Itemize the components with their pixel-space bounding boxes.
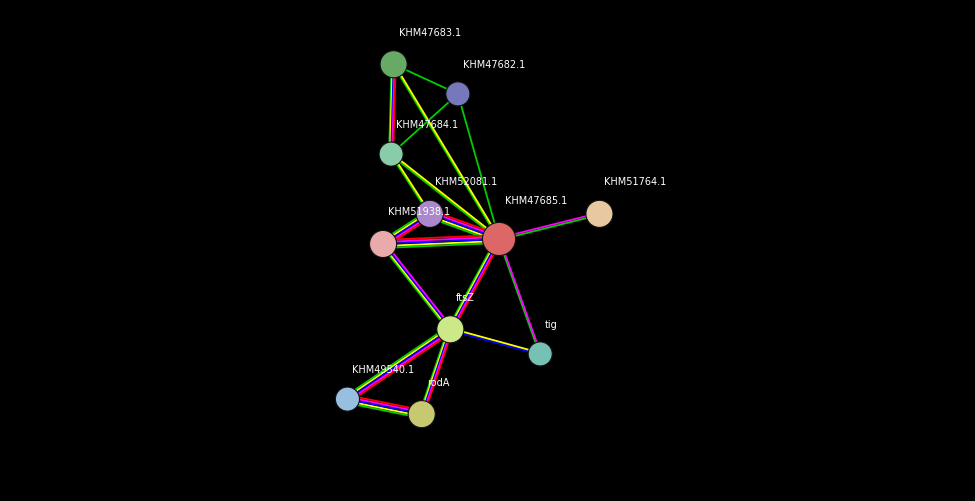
Text: rodA: rodA [427, 377, 449, 387]
Circle shape [586, 201, 613, 228]
Text: ftsZ: ftsZ [455, 292, 474, 302]
Circle shape [483, 223, 516, 256]
Circle shape [528, 342, 552, 366]
Text: KHM47684.1: KHM47684.1 [396, 120, 458, 130]
Text: KHM51938.1: KHM51938.1 [388, 207, 450, 217]
Circle shape [379, 143, 404, 167]
Text: tig: tig [545, 319, 558, 329]
Text: KHM52081.1: KHM52081.1 [435, 177, 497, 187]
Circle shape [370, 231, 397, 258]
Circle shape [335, 387, 360, 411]
Text: KHM47683.1: KHM47683.1 [399, 28, 461, 38]
Text: KHM51764.1: KHM51764.1 [604, 177, 667, 187]
Text: KHM47685.1: KHM47685.1 [505, 196, 567, 206]
Circle shape [446, 83, 470, 107]
Circle shape [416, 201, 444, 228]
Circle shape [437, 316, 464, 343]
Circle shape [380, 52, 408, 79]
Text: KHM47682.1: KHM47682.1 [463, 60, 526, 70]
Text: KHM49540.1: KHM49540.1 [352, 364, 414, 374]
Circle shape [409, 401, 435, 428]
